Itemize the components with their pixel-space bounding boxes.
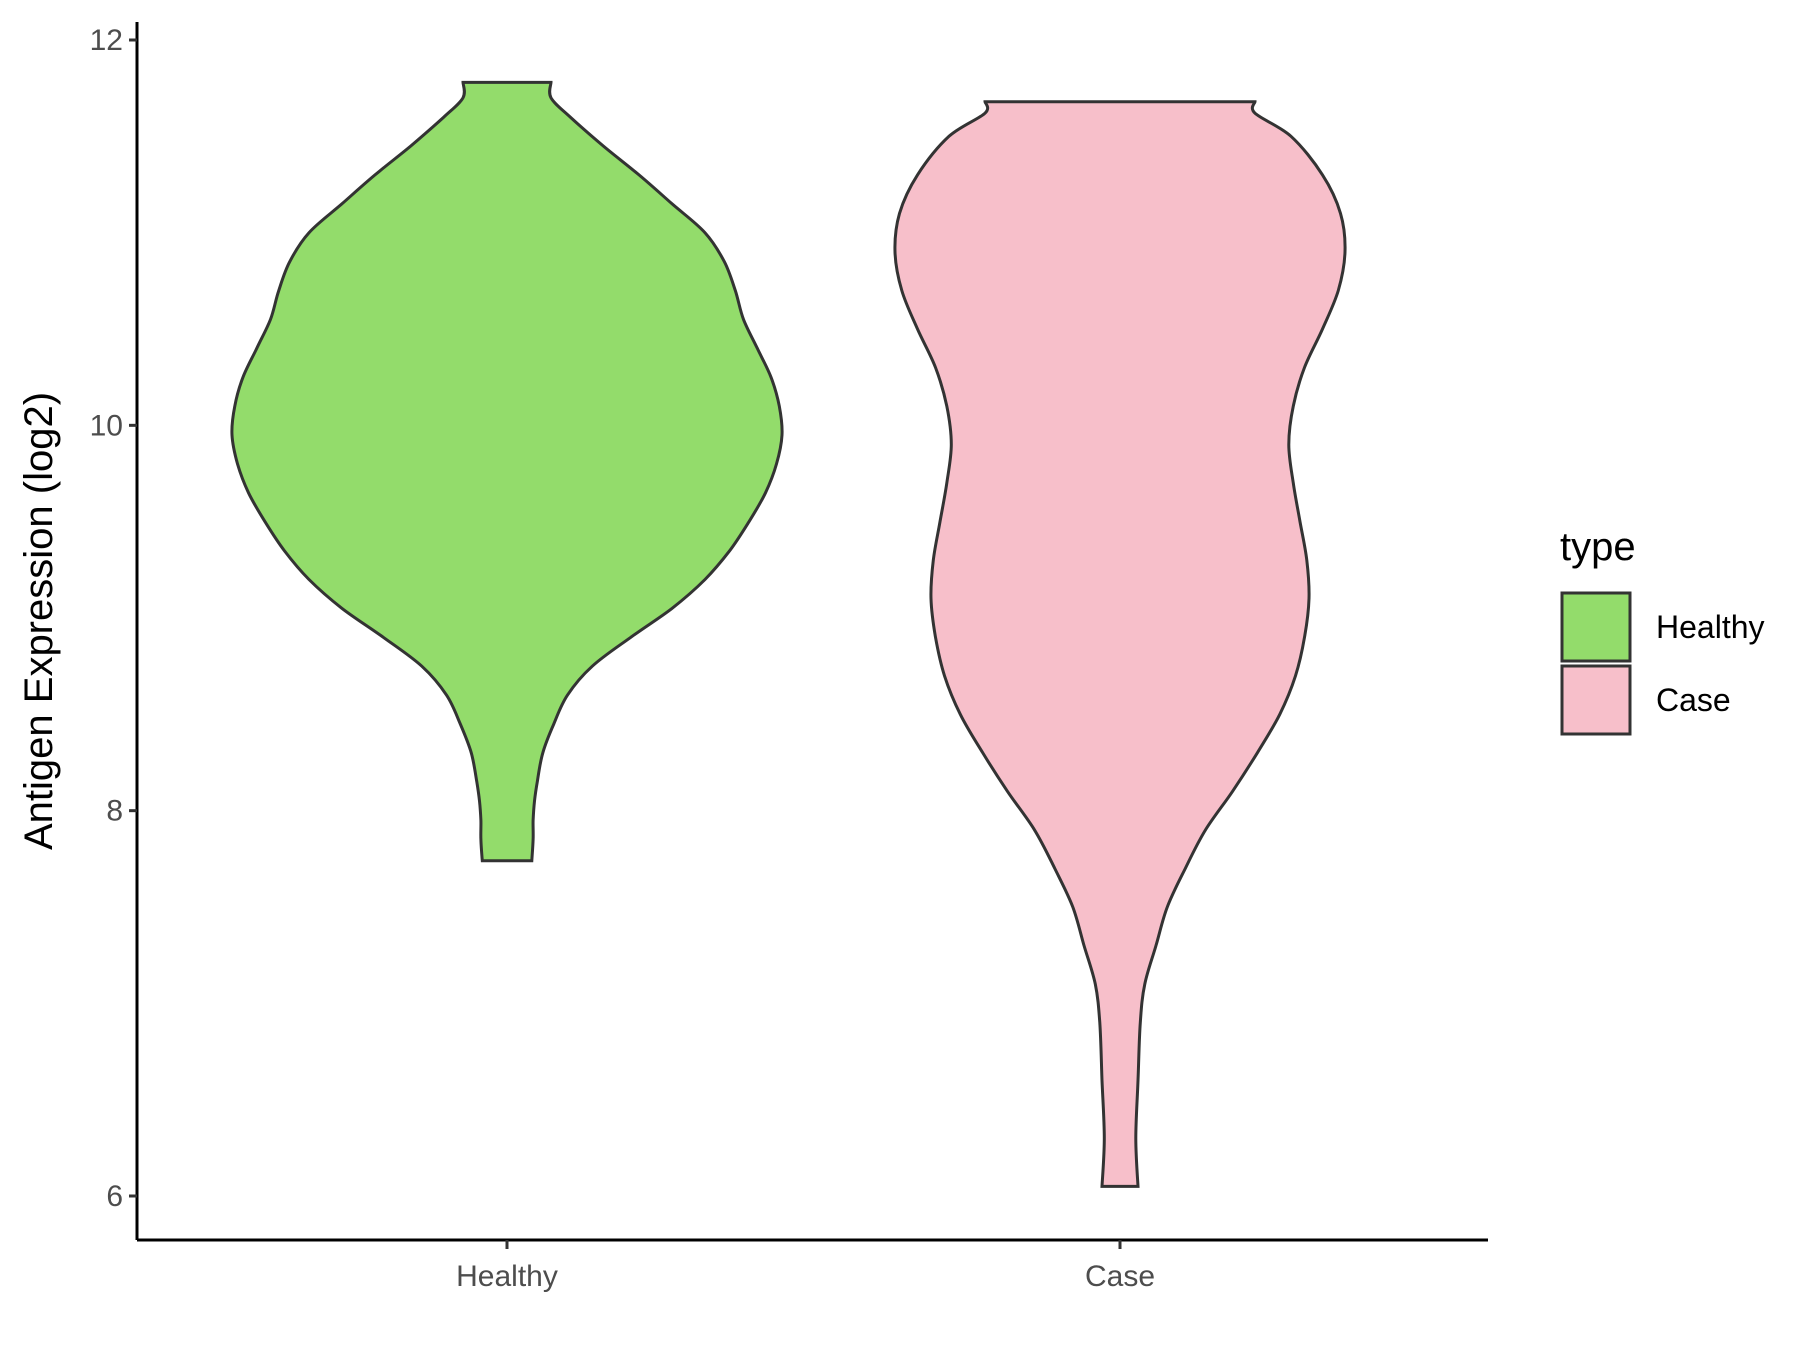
violin-case xyxy=(893,100,1347,1188)
legend-key-case xyxy=(1560,664,1632,736)
y-axis-title: Antigen Expression (log2) xyxy=(17,392,61,850)
axes xyxy=(135,22,1488,1242)
x-tick-label: Case xyxy=(1085,1260,1155,1293)
legend-items: Healthy Case xyxy=(1560,591,1765,736)
y-tick-label: 12 xyxy=(90,24,123,57)
legend-key-healthy xyxy=(1560,591,1632,663)
y-axis-ticks: 6 8 10 12 xyxy=(90,24,137,1213)
legend-title: type xyxy=(1560,525,1636,569)
violin-healthy xyxy=(230,80,784,863)
legend-label-case: Case xyxy=(1656,682,1731,718)
violins xyxy=(230,80,1347,1188)
y-tick-label: 8 xyxy=(106,795,123,828)
y-tick-label: 6 xyxy=(106,1180,123,1213)
legend-label-healthy: Healthy xyxy=(1656,609,1765,645)
legend: type Healthy Case xyxy=(1560,525,1765,736)
y-tick-label: 10 xyxy=(90,409,123,442)
x-axis-ticks: Healthy Case xyxy=(456,1240,1155,1293)
x-tick-label: Healthy xyxy=(456,1260,558,1293)
